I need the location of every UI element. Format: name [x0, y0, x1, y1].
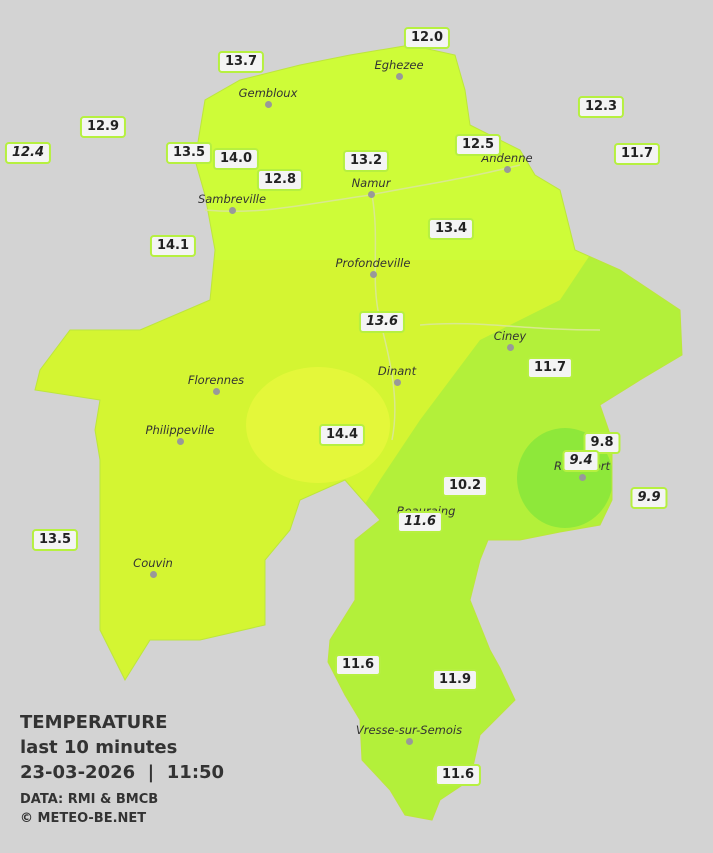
temperature-label: 13.4 [427, 218, 475, 240]
city-dot [393, 378, 401, 386]
city-dot [367, 190, 375, 198]
city-dot [212, 387, 220, 395]
legend-title: TEMPERATURE [20, 712, 168, 733]
city-name: Philippeville [145, 423, 215, 437]
temperature-label: 11.6 [434, 764, 482, 786]
legend-period: last 10 minutes [20, 737, 178, 758]
temperature-label: 14.0 [212, 148, 260, 170]
city-dot [578, 473, 586, 481]
temperature-label: 10.2 [441, 475, 489, 497]
city-dot [506, 343, 514, 351]
city-dot [176, 437, 184, 445]
temperature-label: 11.9 [431, 669, 479, 691]
temperature-label: 11.7 [613, 143, 661, 165]
temperature-label: 12.4 [4, 142, 52, 164]
city-dot [149, 570, 157, 578]
city-name: Vresse-sur-Semois [355, 723, 463, 737]
city-dot [405, 737, 413, 745]
temperature-label: 14.1 [149, 235, 197, 257]
temperature-label: 12.5 [454, 134, 502, 156]
city-dot [228, 206, 236, 214]
city-name: Couvin [133, 556, 173, 570]
city-name: Profondeville [335, 256, 411, 270]
temperature-label: 13.5 [31, 529, 79, 551]
city-dot [264, 100, 272, 108]
temperature-label: 13.7 [217, 51, 265, 73]
city-name: Gembloux [238, 86, 298, 100]
city-name: Namur [351, 176, 391, 190]
temperature-label: 13.2 [342, 150, 390, 172]
city-name: Eghezee [374, 58, 424, 72]
city-name: Dinant [377, 364, 417, 378]
city-name: Ciney [493, 329, 527, 343]
temperature-label: 11.6 [334, 654, 382, 676]
temperature-label: 9.9 [630, 487, 668, 509]
temperature-label: 12.8 [256, 169, 304, 191]
legend-copyright: © METEO-BE.NET [20, 811, 147, 826]
city-name: Florennes [187, 373, 245, 387]
city-name: Sambreville [197, 192, 267, 206]
temperature-label: 13.5 [165, 142, 213, 164]
temperature-label: 12.9 [79, 116, 127, 138]
city-dot [369, 270, 377, 278]
city-dot [395, 72, 403, 80]
temperature-label: 11.7 [526, 357, 574, 379]
temperature-label: 13.6 [358, 311, 406, 333]
city-dot [503, 165, 511, 173]
temperature-label: 12.0 [403, 27, 451, 49]
legend-source: DATA: RMI & BMCB [20, 792, 159, 807]
temperature-label: 14.4 [318, 424, 366, 446]
temperature-label: 11.6 [396, 511, 444, 533]
temperature-label: 9.4 [562, 450, 600, 472]
temperature-label: 9.8 [583, 432, 621, 454]
temperature-label: 12.3 [577, 96, 625, 118]
legend-datetime: 23-03-2026 | 11:50 [20, 762, 225, 783]
